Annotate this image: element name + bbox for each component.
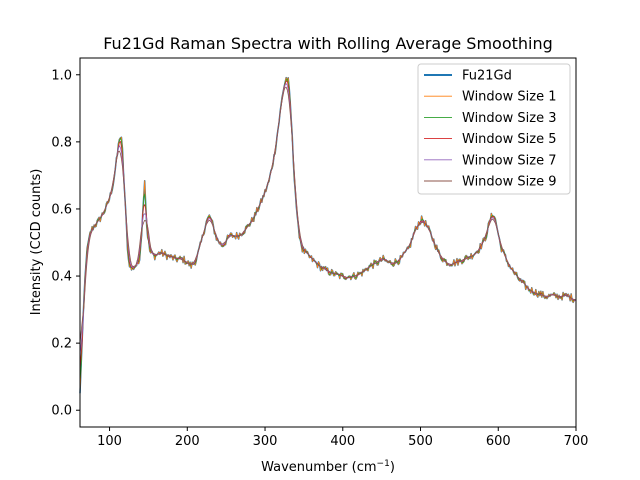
y-tick-label: 0.0 bbox=[51, 404, 72, 419]
y-axis-label: Intensity (CCD counts) bbox=[29, 169, 44, 316]
y-tick-label: 0.8 bbox=[51, 135, 72, 150]
legend: Fu21Gd Window Size 1 Window Size 3 Window S… bbox=[417, 63, 571, 195]
legend-label: Window Size 5 bbox=[462, 132, 556, 147]
legend-box bbox=[417, 63, 571, 195]
y-tick-label: 0.2 bbox=[51, 337, 72, 352]
x-tick-label: 500 bbox=[408, 434, 433, 449]
y-tick-label: 0.4 bbox=[51, 270, 72, 285]
y-axis-ticks: 0.0 0.2 0.4 0.6 0.8 1.0 bbox=[51, 68, 80, 419]
x-tick-label: 300 bbox=[253, 434, 278, 449]
chart-title: Fu21Gd Raman Spectra with Rolling Averag… bbox=[103, 34, 553, 53]
x-tick-label: 600 bbox=[486, 434, 511, 449]
legend-label: Fu21Gd bbox=[462, 69, 512, 84]
series-line-window-9 bbox=[79, 86, 576, 345]
legend-label: Window Size 9 bbox=[462, 175, 556, 190]
plot-frame bbox=[79, 57, 577, 428]
x-tick-label: 400 bbox=[330, 434, 355, 449]
y-tick-label: 0.6 bbox=[51, 202, 72, 217]
legend-label: Window Size 3 bbox=[462, 111, 556, 126]
x-tick-label: 100 bbox=[97, 434, 122, 449]
legend-label: Window Size 7 bbox=[462, 153, 556, 168]
x-axis-label-end: ) bbox=[390, 460, 395, 475]
x-axis-label-base: Wavenumber (cm bbox=[261, 460, 376, 475]
x-tick-label: 700 bbox=[564, 434, 589, 449]
x-axis-ticks: 100 200 300 400 500 600 700 bbox=[97, 427, 588, 449]
x-tick-label: 200 bbox=[175, 434, 200, 449]
x-axis-label-sup: −1 bbox=[377, 459, 390, 469]
legend-label: Window Size 1 bbox=[462, 90, 556, 105]
y-tick-label: 1.0 bbox=[51, 68, 72, 83]
x-axis-label: Wavenumber (cm−1) bbox=[261, 459, 395, 475]
series-layer bbox=[79, 76, 576, 394]
